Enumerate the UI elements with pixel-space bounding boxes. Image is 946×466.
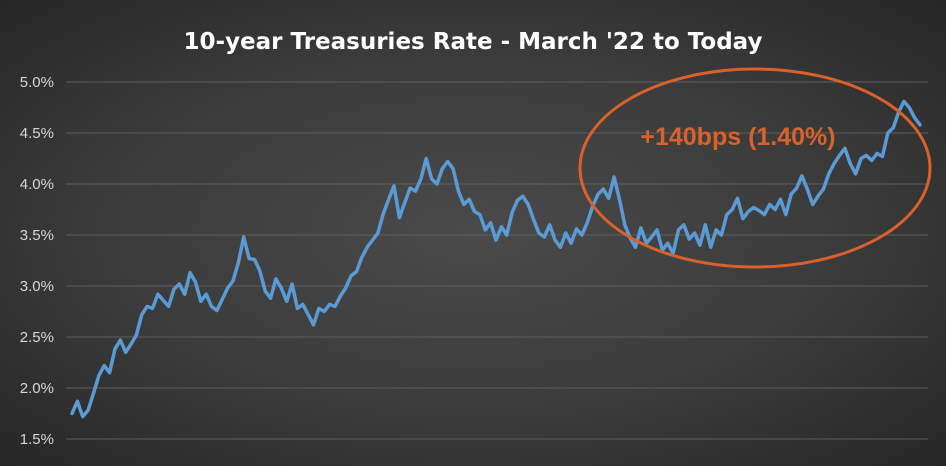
annotation-label: +140bps (1.40%)	[640, 123, 835, 151]
annotation-ellipse	[578, 67, 932, 269]
y-tick-label: 5.0%	[20, 74, 54, 91]
y-tick-label: 2.5%	[20, 329, 54, 346]
y-tick-label: 3.5%	[20, 227, 54, 244]
series-line	[70, 99, 922, 419]
chart-title: 10-year Treasuries Rate - March '22 to T…	[184, 29, 763, 55]
y-tick-label: 2.0%	[20, 380, 54, 397]
y-tick-label: 4.5%	[20, 125, 54, 142]
y-tick-label: 3.0%	[20, 278, 54, 295]
y-axis-tick-labels: 1.5% 2.0% 2.5% 3.0% 3.5% 4.0% 4.5% 5.0%	[20, 74, 54, 448]
y-tick-label: 4.0%	[20, 176, 54, 193]
y-tick-label: 1.5%	[20, 431, 54, 448]
